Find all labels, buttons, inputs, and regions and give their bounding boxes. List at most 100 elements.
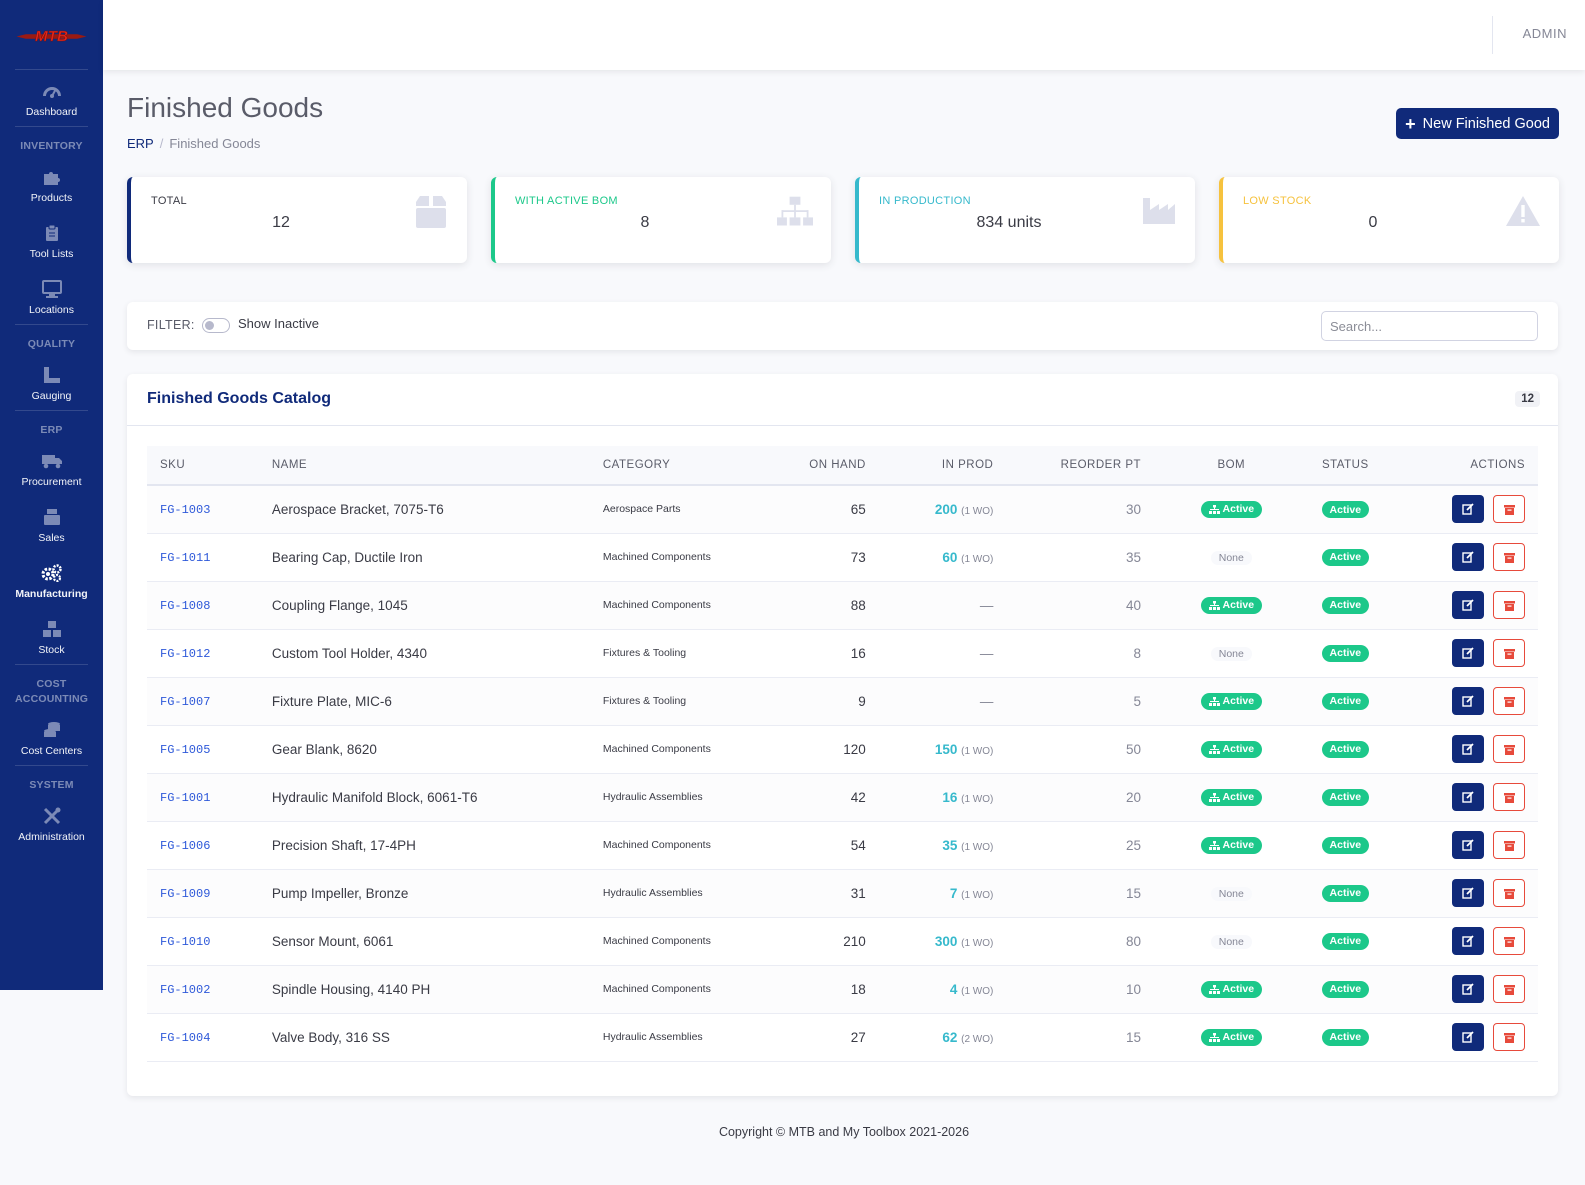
edit-button[interactable]: [1452, 1023, 1484, 1051]
edit-button[interactable]: [1452, 879, 1484, 907]
bom-badge[interactable]: Active: [1200, 500, 1263, 518]
bom-badge[interactable]: Active: [1200, 836, 1263, 854]
delete-button[interactable]: [1493, 783, 1525, 811]
bom-cell: Active: [1154, 965, 1309, 1014]
bom-badge[interactable]: Active: [1200, 788, 1263, 806]
table-row[interactable]: FG-1008 Coupling Flange, 1045 Machined Com…: [147, 581, 1538, 630]
in-prod-qty[interactable]: 300: [934, 933, 958, 949]
sku-link[interactable]: FG-1010: [160, 935, 211, 949]
sku-link[interactable]: FG-1007: [160, 695, 211, 709]
column-header-bom[interactable]: BOM: [1154, 446, 1309, 486]
show-inactive-label[interactable]: Show Inactive: [238, 316, 319, 331]
in-prod-qty[interactable]: 35: [942, 837, 958, 853]
sidebar-item-sales[interactable]: Sales: [0, 496, 103, 552]
delete-button[interactable]: [1493, 1023, 1525, 1051]
table-row[interactable]: FG-1001 Hydraulic Manifold Block, 6061-T6…: [147, 773, 1538, 822]
sku-link[interactable]: FG-1002: [160, 983, 211, 997]
delete-button[interactable]: [1493, 543, 1525, 571]
table-row[interactable]: FG-1004 Valve Body, 316 SS Hydraulic Assem…: [147, 1013, 1538, 1062]
sidebar-item-locations[interactable]: Locations: [0, 268, 103, 324]
table-row[interactable]: FG-1011 Bearing Cap, Ductile Iron Machined…: [147, 533, 1538, 582]
sidebar-item-stock[interactable]: Stock: [0, 608, 103, 664]
column-header-status[interactable]: STATUS: [1308, 446, 1383, 486]
sidebar-item-cost-centers[interactable]: Cost Centers: [0, 709, 103, 765]
sidebar-item-procurement[interactable]: Procurement: [0, 440, 103, 496]
table-row[interactable]: FG-1007 Fixture Plate, MIC-6 Fixtures & To…: [147, 677, 1538, 726]
search-input[interactable]: [1321, 311, 1538, 341]
delete-button[interactable]: [1493, 591, 1525, 619]
delete-button[interactable]: [1493, 927, 1525, 955]
delete-button[interactable]: [1493, 495, 1525, 524]
edit-button[interactable]: [1452, 975, 1484, 1003]
table-row[interactable]: FG-1012 Custom Tool Holder, 4340 Fixtures …: [147, 629, 1538, 678]
in-prod-qty[interactable]: 62: [942, 1029, 958, 1045]
column-header-reorder-pt[interactable]: REORDER PT: [1006, 446, 1155, 486]
in-prod-qty[interactable]: 60: [942, 549, 958, 565]
sidebar-item-gauging[interactable]: Gauging: [0, 354, 103, 410]
bom-badge[interactable]: Active: [1200, 596, 1263, 614]
delete-button[interactable]: [1493, 735, 1525, 763]
edit-button[interactable]: [1452, 831, 1484, 859]
column-header-sku[interactable]: SKU: [147, 446, 259, 486]
sku-link[interactable]: FG-1011: [160, 551, 211, 565]
edit-button[interactable]: [1452, 543, 1484, 571]
on-hand-qty: 65: [762, 485, 879, 534]
trash-icon: [1503, 504, 1515, 515]
delete-button[interactable]: [1493, 879, 1525, 907]
column-header-on-hand[interactable]: ON HAND: [762, 446, 879, 486]
bom-badge[interactable]: Active: [1200, 980, 1263, 998]
industry-icon: [1143, 198, 1175, 224]
delete-button[interactable]: [1493, 831, 1525, 859]
new-finished-good-button[interactable]: + New Finished Good: [1396, 108, 1559, 139]
delete-button[interactable]: [1493, 975, 1525, 1003]
table-row[interactable]: FG-1003 Aerospace Bracket, 7075-T6 Aerospa…: [147, 485, 1538, 534]
brand[interactable]: MTB: [15, 0, 88, 70]
in-prod-qty[interactable]: 200: [934, 501, 958, 517]
sidebar-item-tool-lists[interactable]: Tool Lists: [0, 212, 103, 268]
sidebar-item-label: Manufacturing: [15, 588, 88, 600]
edit-button[interactable]: [1452, 687, 1484, 715]
sidebar-item-manufacturing[interactable]: Manufacturing: [0, 552, 103, 608]
sidebar-item-dashboard[interactable]: Dashboard: [0, 70, 103, 126]
edit-button[interactable]: [1452, 735, 1484, 763]
breadcrumb-link-erp[interactable]: ERP: [127, 136, 154, 151]
table-row[interactable]: FG-1009 Pump Impeller, Bronze Hydraulic As…: [147, 869, 1538, 918]
table-row[interactable]: FG-1005 Gear Blank, 8620 Machined Componen…: [147, 725, 1538, 774]
sku-link[interactable]: FG-1004: [160, 1031, 211, 1045]
in-prod-qty[interactable]: 16: [942, 789, 958, 805]
edit-icon: [1462, 503, 1474, 515]
sidebar-item-administration[interactable]: Administration: [0, 795, 103, 851]
column-header-in-prod[interactable]: IN PROD: [878, 446, 1007, 486]
sku-link[interactable]: FG-1003: [160, 503, 211, 518]
bom-none-badge: None: [1210, 935, 1252, 949]
sku-link[interactable]: FG-1012: [160, 647, 211, 661]
sku-link[interactable]: FG-1005: [160, 743, 211, 757]
user-menu[interactable]: ADMIN: [1522, 26, 1567, 41]
column-header-category[interactable]: CATEGORY: [589, 446, 763, 486]
table-row[interactable]: FG-1010 Sensor Mount, 6061 Machined Compon…: [147, 917, 1538, 966]
sku-link[interactable]: FG-1009: [160, 887, 211, 901]
table-row[interactable]: FG-1002 Spindle Housing, 4140 PH Machined …: [147, 965, 1538, 1014]
work-order-count: (1 WO): [961, 889, 994, 901]
sku-link[interactable]: FG-1008: [160, 599, 211, 613]
edit-button[interactable]: [1452, 927, 1484, 955]
bom-badge[interactable]: Active: [1200, 740, 1263, 758]
in-prod-qty[interactable]: 150: [934, 741, 958, 757]
in-prod-qty[interactable]: 7: [949, 885, 958, 901]
column-header-name[interactable]: NAME: [258, 446, 590, 486]
sku-link[interactable]: FG-1001: [160, 791, 211, 805]
table-row[interactable]: FG-1006 Precision Shaft, 17-4PH Machined C…: [147, 821, 1538, 870]
bom-badge[interactable]: Active: [1200, 1028, 1263, 1046]
delete-button[interactable]: [1493, 639, 1525, 667]
show-inactive-toggle[interactable]: [202, 318, 230, 333]
edit-button[interactable]: [1452, 591, 1484, 619]
sidebar-item-products[interactable]: Products: [0, 156, 103, 212]
delete-button[interactable]: [1493, 687, 1525, 715]
in-prod-cell: 60 (1 WO): [878, 533, 1007, 582]
sku-link[interactable]: FG-1006: [160, 839, 211, 853]
edit-button[interactable]: [1452, 495, 1484, 524]
in-prod-qty[interactable]: 4: [949, 981, 958, 997]
edit-button[interactable]: [1452, 783, 1484, 811]
bom-badge[interactable]: Active: [1200, 692, 1263, 710]
edit-button[interactable]: [1452, 639, 1484, 667]
